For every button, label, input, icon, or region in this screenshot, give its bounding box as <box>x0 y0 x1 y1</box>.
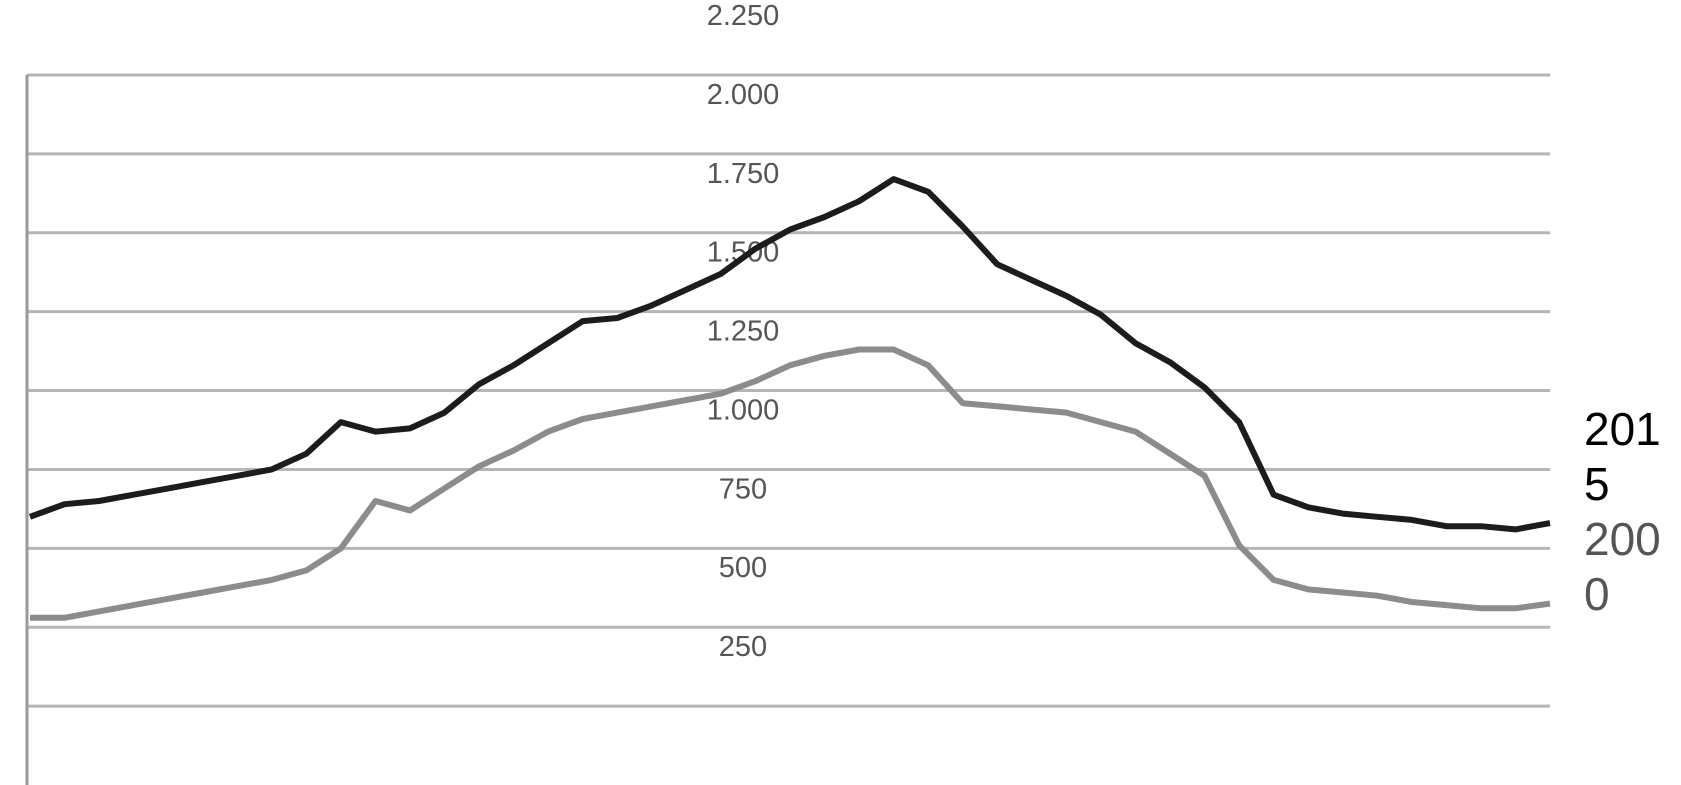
legend-entry-text: 201 <box>1584 403 1661 455</box>
y-tick-label: 2.000 <box>707 79 780 111</box>
y-tick-label: 2.250 <box>707 0 780 32</box>
y-tick-label: 750 <box>719 473 767 505</box>
gridlines <box>27 73 1550 708</box>
legend-entry-text: 5 <box>1584 458 1610 510</box>
y-tick-label: 500 <box>719 552 767 584</box>
legend-entry-text: 200 <box>1584 513 1661 565</box>
series-line-1 <box>30 346 1551 621</box>
series-lines <box>28 176 1551 621</box>
legend-entry-text: 0 <box>1584 568 1610 620</box>
y-tick-label: 1.000 <box>707 394 780 426</box>
y-tick-label: 250 <box>719 631 767 663</box>
series-line-0 <box>28 176 1551 533</box>
y-tick-label: 1.250 <box>707 316 780 348</box>
y-tick-label: 1.750 <box>707 158 780 190</box>
